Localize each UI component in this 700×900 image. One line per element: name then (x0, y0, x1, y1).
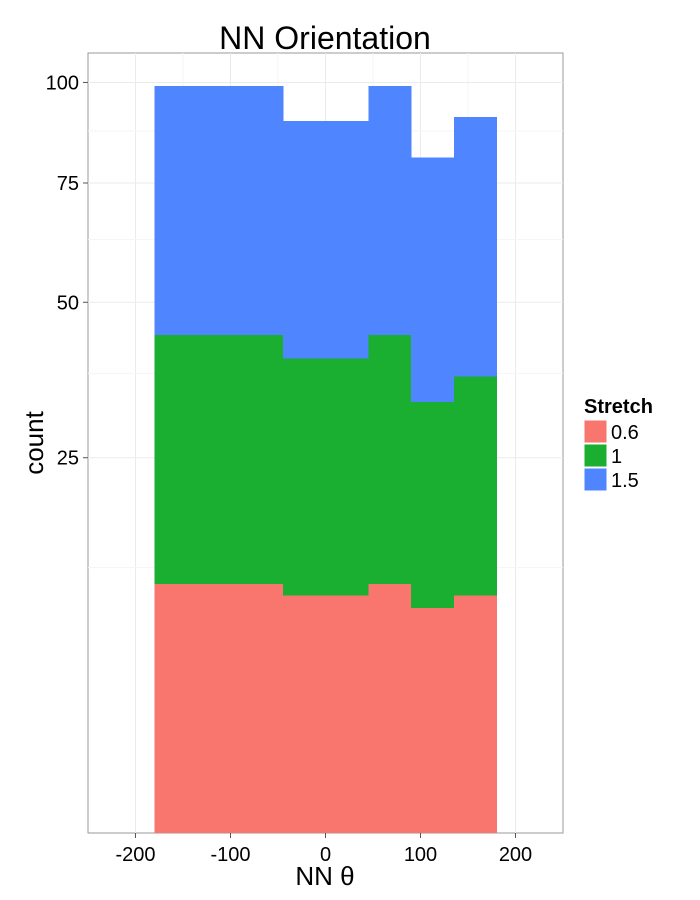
legend-title: Stretch (584, 396, 653, 418)
bar-stretch-1-5 (453, 117, 497, 377)
y-axis: 25 50 75 100 (46, 72, 88, 470)
x-axis-title: NN θ (295, 861, 354, 891)
legend-swatch (583, 443, 608, 468)
legend-label: 0.6 (611, 422, 639, 444)
legend-label: 1 (611, 446, 622, 468)
x-tick-label: 200 (499, 844, 532, 866)
x-tick-label: 100 (404, 844, 437, 866)
bar-stretch-1-5 (411, 157, 455, 402)
chart-title: NN Orientation (219, 20, 431, 56)
bar-stretch-0-6 (282, 595, 369, 833)
bar-stretch-1-5 (282, 120, 369, 359)
x-tick-label: -100 (210, 844, 250, 866)
y-tick-label: 75 (57, 173, 79, 195)
bar-stretch-1 (411, 401, 455, 608)
bar-stretch-1 (154, 335, 284, 585)
x-tick-label: -200 (115, 844, 155, 866)
bar-stretch-1 (368, 335, 412, 585)
x-tick-label: 0 (320, 844, 331, 866)
bar-stretch-0-6 (368, 584, 412, 833)
legend-swatch (583, 467, 608, 492)
legend-swatch (583, 419, 608, 444)
bar-stretch-1-5 (154, 86, 284, 336)
bar-stretch-0-6 (154, 584, 284, 833)
y-tick-label: 25 (57, 448, 79, 470)
legend-label: 1.5 (611, 470, 639, 492)
bar-stretch-1 (282, 358, 369, 596)
bar-stretch-0-6 (411, 607, 455, 833)
bar-stretch-1 (453, 376, 497, 596)
legend: Stretch 0.611.5 (583, 396, 653, 492)
bar-stretch-0-6 (453, 595, 497, 833)
y-tick-label: 100 (46, 72, 79, 94)
bars-layer (154, 86, 497, 833)
y-axis-title: count (19, 410, 49, 474)
x-axis: -200 -100 0 100 200 (115, 833, 532, 866)
bar-stretch-1-5 (368, 86, 412, 336)
y-tick-label: 50 (57, 292, 79, 314)
